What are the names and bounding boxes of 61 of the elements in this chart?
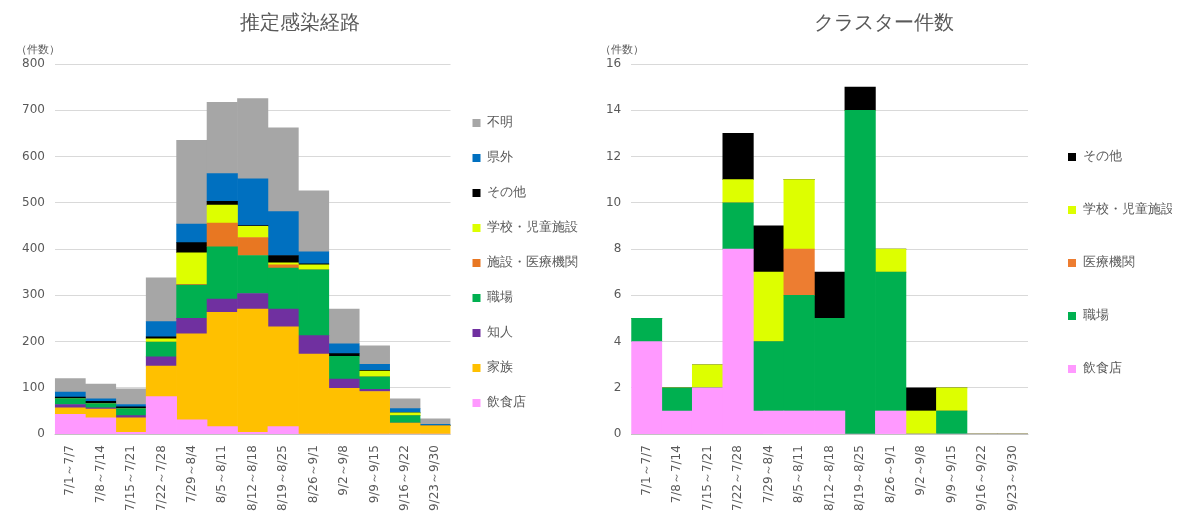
legend-label: 施設・医療機関 — [487, 254, 578, 270]
x-tick-label: 8/26～9/1 — [305, 445, 320, 504]
x-tick-label: 9/23～9/30 — [427, 445, 442, 512]
x-tick-label: 8/19～8/25 — [852, 445, 867, 512]
legend-label: その他 — [487, 184, 526, 200]
legend-label: 医療機関 — [1082, 254, 1135, 270]
x-tick-label: 9/2～9/8 — [336, 445, 351, 496]
x-tick-label: 8/5～8/11 — [214, 445, 229, 504]
chart-title: クラスター件数 — [814, 10, 954, 35]
x-tick-label: 9/16～9/22 — [974, 445, 989, 512]
x-tick-label: 8/12～8/18 — [821, 445, 836, 512]
x-tick-label: 9/2～9/8 — [913, 445, 928, 496]
x-tick-label: 7/22～7/28 — [730, 445, 745, 512]
y-tick-label: 10 — [605, 194, 622, 209]
y-tick-label: 12 — [605, 148, 622, 163]
legend-label: 不明 — [487, 114, 513, 130]
chart-title: 推定感染経路 — [240, 10, 360, 35]
y-tick-label: 8 — [613, 241, 622, 256]
x-tick-label: 7/15～7/21 — [123, 445, 138, 512]
y-tick-label: 6 — [613, 287, 622, 302]
x-tick-label: 8/12～8/18 — [244, 445, 259, 512]
y-tick-label: 16 — [605, 56, 622, 71]
x-tick-label: 7/29～8/4 — [760, 445, 775, 504]
y-tick-label: 800 — [22, 56, 45, 71]
x-tick-label: 9/9～9/15 — [943, 445, 958, 504]
y-tick-label: 100 — [22, 379, 45, 394]
y-axis-title: （件数） — [600, 43, 644, 57]
y-tick-label: 700 — [22, 102, 45, 117]
legend-label: 職場 — [1082, 307, 1109, 323]
x-tick-label: 8/26～9/1 — [882, 445, 897, 504]
y-tick-label: 400 — [22, 241, 45, 256]
y-tick-label: 14 — [605, 102, 622, 117]
legend-label: 県外 — [487, 149, 513, 165]
legend-label: 家族 — [487, 359, 513, 375]
x-tick-label: 9/9～9/15 — [366, 445, 381, 504]
x-tick-label: 9/16～9/22 — [396, 445, 411, 512]
x-tick-label: 8/5～8/11 — [791, 445, 806, 504]
y-tick-label: 0 — [613, 426, 622, 441]
x-tick-label: 7/22～7/28 — [153, 445, 168, 512]
legend-label: その他 — [1082, 148, 1122, 164]
x-tick-label: 8/19～8/25 — [275, 445, 290, 512]
legend-label: 飲食店 — [487, 394, 526, 410]
legend-label: 職場 — [487, 289, 513, 305]
y-tick-label: 2 — [613, 379, 622, 394]
y-tick-label: 0 — [37, 426, 45, 441]
y-tick-label: 300 — [22, 287, 45, 302]
y-tick-label: 600 — [22, 148, 45, 163]
legend-label: 飲食店 — [1082, 360, 1122, 376]
legend-label: 知人 — [487, 324, 513, 340]
x-tick-label: 7/15～7/21 — [699, 445, 714, 512]
x-tick-label: 7/8～7/14 — [669, 445, 684, 504]
x-tick-label: 7/1～7/7 — [62, 445, 77, 496]
x-tick-label: 9/23～9/30 — [1004, 445, 1019, 512]
y-tick-label: 500 — [22, 194, 45, 209]
legend-label: 学校・児童施設 — [487, 219, 578, 235]
x-tick-label: 7/1～7/7 — [638, 445, 653, 496]
x-tick-label: 7/29～8/4 — [183, 445, 198, 504]
x-tick-label: 7/8～7/14 — [92, 445, 107, 504]
y-tick-label: 200 — [22, 333, 45, 348]
y-axis-title: （件数） — [16, 43, 60, 57]
y-tick-label: 4 — [613, 333, 622, 348]
